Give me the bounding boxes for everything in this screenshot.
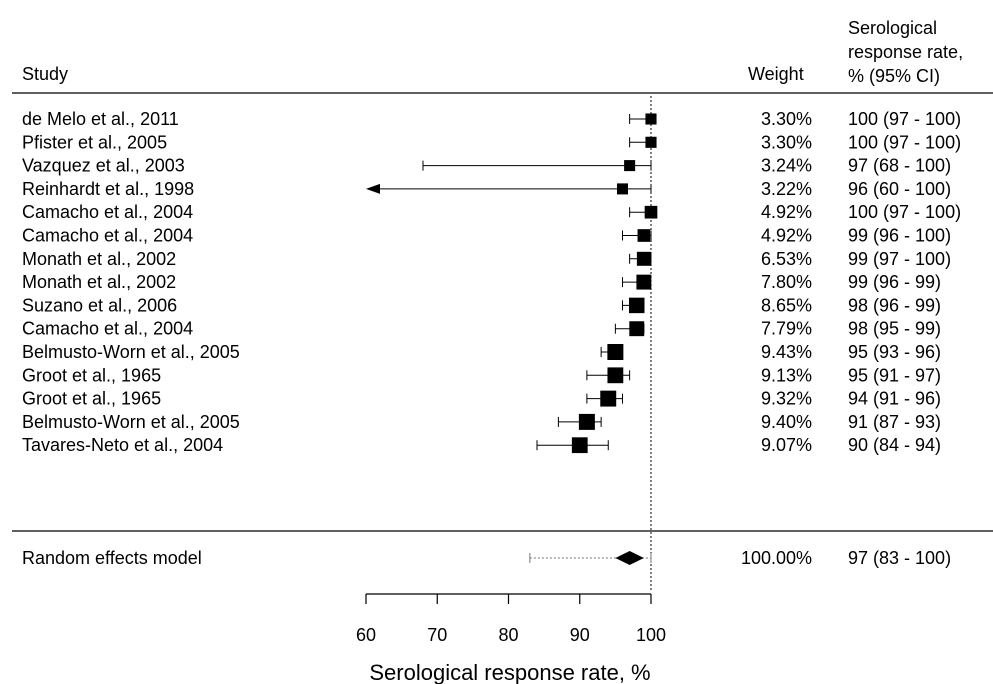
study-ci: 100 (97 - 100) (848, 132, 961, 152)
study-label: Camacho et al., 2004 (22, 319, 193, 339)
study-ci: 98 (96 - 99) (848, 295, 941, 315)
point-estimate (607, 367, 624, 384)
study-label: Monath et al., 2002 (22, 272, 176, 292)
study-label: Camacho et al., 2004 (22, 202, 193, 222)
point-estimate (616, 183, 629, 195)
header-rate-line-1: Serological (848, 18, 937, 38)
point-estimate (607, 344, 624, 360)
study-row: Camacho et al., 2004 4.92% 99 (96 - 100) (22, 226, 951, 246)
study-label: Belmusto-Worn et al., 2005 (22, 342, 240, 362)
study-row: Reinhardt et al., 1998 3.22% 96 (60 - 100) (22, 179, 951, 199)
header-rate-line-2: response rate, (848, 42, 963, 62)
x-axis-label: Serological response rate, % (369, 660, 650, 684)
point-estimate (637, 229, 651, 242)
study-weight: 3.24% (761, 156, 812, 176)
point-estimate (629, 297, 645, 314)
study-row: Camacho et al., 2004 4.92% 100 (97 - 100) (22, 202, 961, 222)
study-row: Monath et al., 2002 6.53% 99 (97 - 100) (22, 249, 951, 269)
study-label: Tavares-Neto et al., 2004 (22, 435, 223, 455)
study-row: Suzano et al., 2006 8.65% 98 (96 - 99) (22, 295, 941, 315)
study-weight: 3.30% (761, 109, 812, 129)
study-row: de Melo et al., 2011 3.30% 100 (97 - 100) (22, 109, 961, 129)
study-ci: 91 (87 - 93) (848, 412, 941, 432)
study-ci: 95 (91 - 97) (848, 365, 941, 385)
study-weight: 9.43% (761, 342, 812, 362)
study-row: Groot et al., 1965 9.32% 94 (91 - 96) (22, 389, 941, 409)
study-ci: 99 (96 - 99) (848, 272, 941, 292)
summary-ci: 97 (83 - 100) (848, 548, 951, 568)
study-ci: 96 (60 - 100) (848, 179, 951, 199)
study-ci: 100 (97 - 100) (848, 109, 961, 129)
study-label: Belmusto-Worn et al., 2005 (22, 412, 240, 432)
summary-weight: 100.00% (741, 548, 812, 568)
study-row: Pfister et al., 2005 3.30% 100 (97 - 100) (22, 132, 961, 152)
study-label: Monath et al., 2002 (22, 249, 176, 269)
summary-label: Random effects model (22, 548, 202, 568)
point-estimate (636, 274, 652, 290)
study-label: de Melo et al., 2011 (22, 109, 179, 129)
study-label: Reinhardt et al., 1998 (22, 179, 194, 199)
ci-arrow-low (366, 183, 380, 194)
study-ci: 90 (84 - 94) (848, 435, 941, 455)
study-ci: 98 (95 - 99) (848, 319, 941, 339)
study-label: Pfister et al., 2005 (22, 132, 167, 152)
study-row: Vazquez et al., 2003 3.24% 97 (68 - 100) (22, 156, 951, 176)
study-weight: 4.92% (761, 202, 812, 222)
summary-diamond (615, 551, 644, 565)
point-estimate (645, 136, 657, 148)
study-row: Groot et al., 1965 9.13% 95 (91 - 97) (22, 365, 941, 385)
study-rows: de Melo et al., 2011 3.30% 100 (97 - 100)P… (22, 109, 961, 455)
study-label: Camacho et al., 2004 (22, 226, 193, 246)
study-label: Vazquez et al., 2003 (22, 156, 185, 176)
summary-row: Random effects model 100.00% 97 (83 - 10… (22, 548, 951, 568)
study-weight: 9.40% (761, 412, 812, 432)
study-ci: 99 (96 - 100) (848, 226, 951, 246)
study-weight: 8.65% (761, 295, 812, 315)
x-tick-label: 60 (356, 625, 376, 645)
study-weight: 7.79% (761, 319, 812, 339)
x-tick-label: 80 (498, 625, 518, 645)
study-row: Belmusto-Worn et al., 2005 9.43% 95 (93 - … (22, 342, 941, 362)
study-weight: 6.53% (761, 249, 812, 269)
study-row: Tavares-Neto et al., 2004 9.07% 90 (84 - 9… (22, 435, 941, 455)
header-weight: Weight (748, 64, 804, 84)
study-ci: 97 (68 - 100) (848, 156, 951, 176)
study-weight: 9.13% (761, 365, 812, 385)
point-estimate (600, 390, 617, 407)
point-estimate (578, 413, 595, 430)
point-estimate (624, 160, 636, 172)
study-weight: 7.80% (761, 272, 812, 292)
x-tick-label: 90 (570, 625, 590, 645)
study-label: Suzano et al., 2006 (22, 295, 177, 315)
header-study: Study (22, 64, 68, 84)
study-row: Camacho et al., 2004 7.79% 98 (95 - 99) (22, 319, 941, 339)
study-label: Groot et al., 1965 (22, 365, 161, 385)
x-axis-ticks: 60 70 80 90 100 (356, 594, 666, 645)
study-weight: 3.30% (761, 132, 812, 152)
study-weight: 4.92% (761, 226, 812, 246)
study-weight: 9.32% (761, 389, 812, 409)
study-weight: 3.22% (761, 179, 812, 199)
study-label: Groot et al., 1965 (22, 389, 161, 409)
study-ci: 95 (93 - 96) (848, 342, 941, 362)
study-row: Monath et al., 2002 7.80% 99 (96 - 99) (22, 272, 941, 292)
study-ci: 94 (91 - 96) (848, 389, 941, 409)
point-estimate (644, 205, 658, 219)
x-tick-label: 70 (427, 625, 447, 645)
study-row: Belmusto-Worn et al., 2005 9.40% 91 (87 - … (22, 412, 941, 432)
point-estimate (571, 437, 588, 454)
point-estimate (629, 321, 645, 337)
point-estimate (636, 251, 651, 266)
header-rate-line-3: % (95% CI) (848, 66, 940, 86)
x-axis: 60 70 80 90 100 Serological response rate, % (356, 593, 666, 684)
point-estimate (645, 113, 657, 125)
x-tick-label: 100 (636, 625, 666, 645)
study-weight: 9.07% (761, 435, 812, 455)
study-ci: 100 (97 - 100) (848, 202, 961, 222)
study-ci: 99 (97 - 100) (848, 249, 951, 269)
